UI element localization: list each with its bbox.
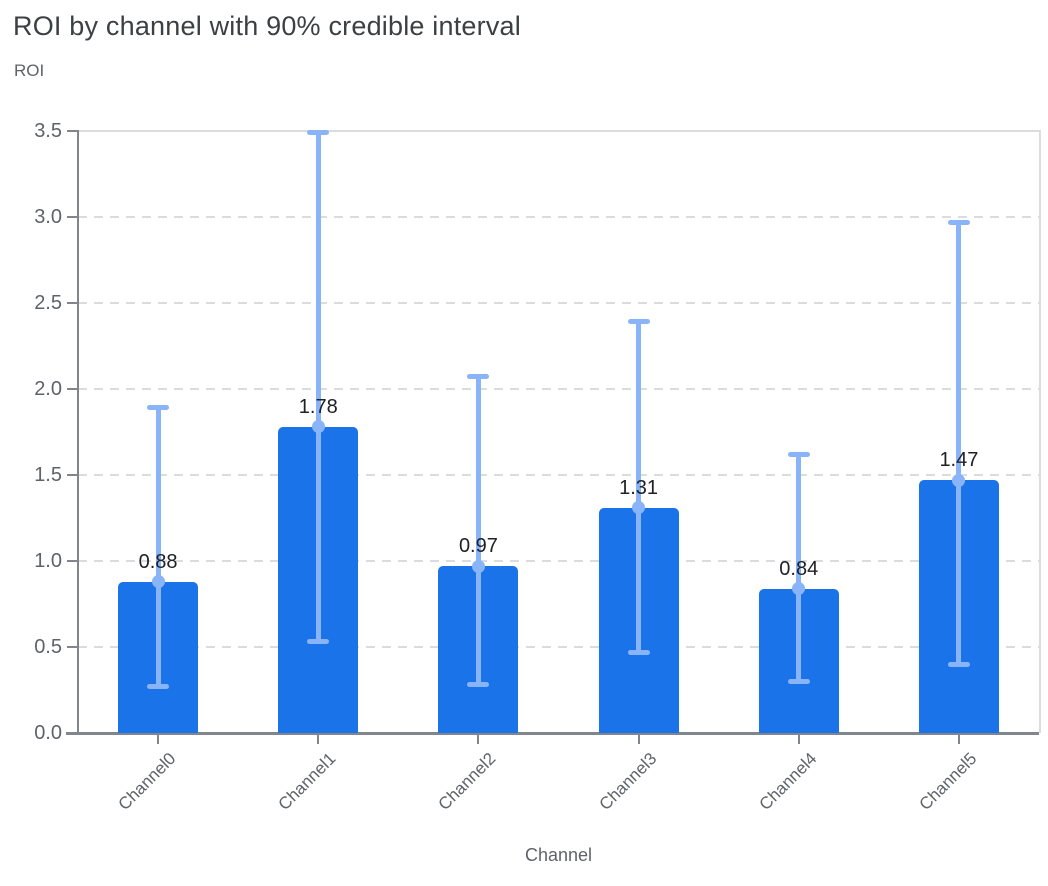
- x-tick-label: Channel5: [915, 749, 981, 814]
- value-label: 0.84: [779, 557, 819, 580]
- x-axis-line: [66, 732, 1039, 735]
- error-bar-cap-bottom: [467, 682, 490, 688]
- gridline: [78, 130, 1039, 132]
- x-axis-tick: [797, 735, 800, 744]
- y-tick-label: 2.0: [34, 378, 62, 400]
- y-tick-label: 3.0: [34, 206, 62, 228]
- y-axis-tick: [67, 216, 78, 218]
- error-bar-cap-top: [307, 130, 330, 136]
- error-bar-cap-bottom: [307, 639, 330, 645]
- y-axis-tick: [67, 560, 78, 562]
- error-bar-mean-dot: [632, 501, 646, 515]
- gridline: [78, 388, 1039, 390]
- x-axis-title: Channel: [524, 845, 593, 865]
- error-bar-cap-top: [467, 374, 490, 380]
- gridline: [78, 474, 1039, 476]
- error-bar-cap-top: [947, 219, 970, 225]
- error-bar-cap-bottom: [787, 678, 810, 684]
- chart-title: ROI by channel with 90% credible interva…: [13, 11, 521, 41]
- plot-right-border: [1039, 130, 1041, 733]
- error-bar-cap-top: [147, 405, 170, 411]
- error-bar-mean-dot: [311, 420, 325, 434]
- error-bar-line: [315, 132, 321, 642]
- value-label: 1.78: [298, 395, 338, 418]
- y-axis-title: ROI: [14, 61, 45, 80]
- x-axis-tick: [157, 735, 160, 744]
- error-bar-line: [956, 222, 962, 665]
- y-axis-tick: [67, 302, 78, 304]
- value-label: 0.97: [458, 535, 498, 558]
- gridline: [78, 560, 1039, 562]
- y-tick-label: 1.5: [34, 464, 62, 486]
- y-tick-label: 0.0: [34, 722, 62, 744]
- value-label: 1.47: [939, 449, 979, 472]
- x-tick-label: Channel2: [434, 749, 500, 814]
- error-bar-cap-bottom: [627, 649, 650, 655]
- y-axis-tick: [67, 646, 78, 648]
- error-bar-cap-top: [627, 319, 650, 325]
- x-axis-tick: [957, 735, 960, 744]
- y-tick-label: 0.5: [34, 636, 62, 658]
- x-axis-tick: [477, 735, 480, 744]
- error-bar-mean-dot: [952, 473, 966, 487]
- y-axis-line: [77, 130, 79, 733]
- error-bar-line: [155, 407, 161, 687]
- x-axis-tick: [637, 735, 640, 744]
- gridline: [78, 302, 1039, 304]
- x-tick-label: Channel3: [595, 749, 661, 814]
- error-bar-cap-top: [787, 451, 810, 457]
- y-tick-label: 2.5: [34, 292, 62, 314]
- value-label: 0.88: [138, 550, 178, 573]
- value-label: 1.31: [619, 476, 659, 499]
- error-bar-line: [796, 454, 802, 682]
- error-bar-cap-bottom: [947, 661, 970, 667]
- y-tick-label: 1.0: [34, 550, 62, 572]
- error-bar-line: [636, 321, 642, 653]
- y-axis-tick: [67, 130, 78, 132]
- gridline: [78, 646, 1039, 648]
- error-bar-mean-dot: [471, 559, 485, 573]
- x-axis-tick: [317, 735, 320, 744]
- y-axis-tick: [67, 474, 78, 476]
- y-tick-label: 3.5: [34, 120, 62, 142]
- error-bar-line: [475, 376, 481, 685]
- gridline: [78, 216, 1039, 218]
- error-bar-mean-dot: [151, 575, 165, 589]
- error-bar-cap-bottom: [147, 684, 170, 690]
- x-tick-label: Channel4: [755, 749, 821, 814]
- x-tick-label: Channel0: [114, 749, 180, 814]
- error-bar-mean-dot: [792, 582, 806, 596]
- y-axis-tick: [67, 388, 78, 390]
- x-tick-label: Channel1: [274, 749, 340, 814]
